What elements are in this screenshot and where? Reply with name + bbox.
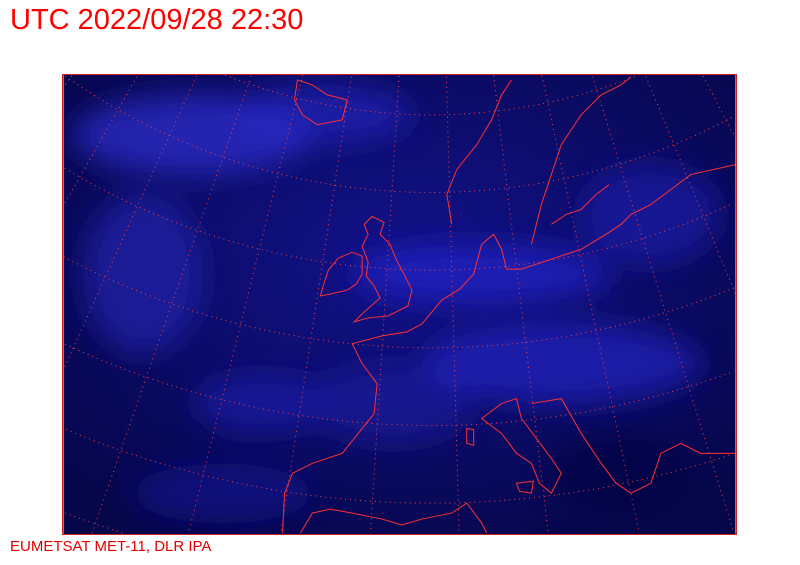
cloud-layer [73,84,721,524]
coastline-scandinavia [446,76,632,245]
coastline-balkans [531,398,736,494]
coastline-sicily [515,480,535,494]
data-source-credit: EUMETSAT MET-11, DLR IPA [10,538,212,555]
latitude-line [225,75,639,116]
coastline-mainland [282,164,736,534]
longitude-line [592,76,735,534]
graticule [63,75,736,534]
longitude-line [188,75,304,534]
coastline-sardinia [466,427,475,447]
longitude-line [91,76,252,534]
coastlines [282,76,736,534]
coastline-ireland [319,251,363,297]
satellite-map [62,74,737,535]
satellite-image [63,75,736,534]
longitude-line [493,75,549,533]
timestamp-title: UTC 2022/09/28 22:30 [10,4,304,36]
longitude-line [369,75,400,534]
coastline-great-britain [352,215,413,323]
latitude-line [63,256,735,349]
latitude-line [65,429,733,504]
coastline-iceland [293,79,348,126]
latitude-line [64,512,125,534]
longitude-line [702,75,736,139]
longitude-line [541,75,640,534]
coastline-italy [480,397,562,494]
